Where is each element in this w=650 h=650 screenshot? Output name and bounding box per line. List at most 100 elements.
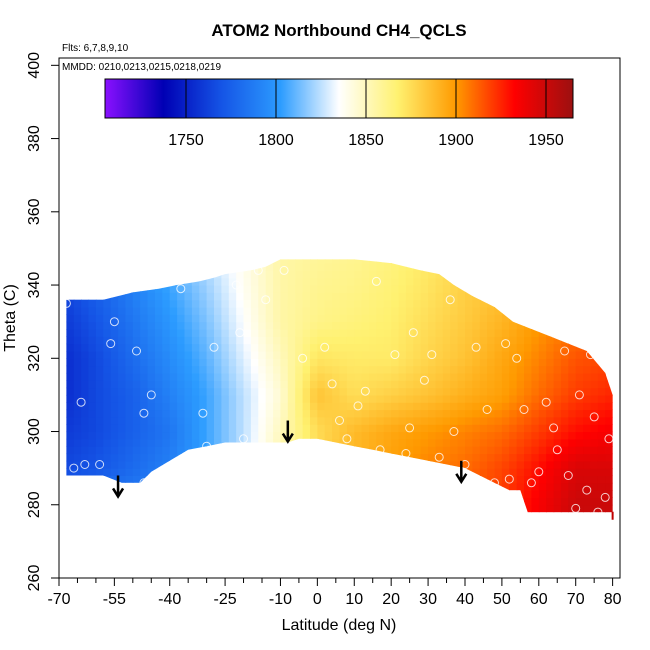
heatmap-cell <box>516 402 525 411</box>
heatmap-cell <box>103 475 112 484</box>
heatmap-cell <box>265 263 274 271</box>
heatmap-cell <box>81 460 90 469</box>
heatmap-cell <box>162 329 171 337</box>
heatmap-cell <box>347 248 355 256</box>
heatmap-cell <box>66 314 67 323</box>
heatmap-cell <box>420 394 429 403</box>
heatmap-cell <box>287 490 296 498</box>
heatmap-cell <box>450 438 459 447</box>
heatmap-cell <box>302 460 311 469</box>
heatmap-cell <box>118 307 127 315</box>
heatmap-cell <box>531 259 540 264</box>
heatmap-cell <box>435 372 444 381</box>
heatmap-cell <box>406 248 414 256</box>
heatmap-cell <box>398 314 407 323</box>
heatmap-cell <box>155 314 163 323</box>
heatmap-cell <box>376 299 385 308</box>
heatmap-cell <box>531 387 540 396</box>
heatmap-cell <box>295 424 304 433</box>
heatmap-cell <box>575 446 584 455</box>
heatmap-cell <box>287 387 296 396</box>
heatmap-cell <box>214 263 222 271</box>
heatmap-cell <box>317 460 326 469</box>
heatmap-cell <box>177 259 186 264</box>
heatmap-cell <box>177 314 186 323</box>
heatmap-cell <box>494 270 503 279</box>
heatmap-cell <box>184 409 193 418</box>
heatmap-cell <box>575 482 584 491</box>
heatmap-cell <box>568 394 577 403</box>
heatmap-cell <box>162 453 171 462</box>
heatmap-cell <box>125 248 133 256</box>
heatmap-cell <box>354 321 363 330</box>
data-point <box>198 408 208 418</box>
heatmap-cell <box>597 453 606 462</box>
heatmap-cell <box>346 292 355 301</box>
heatmap-cell <box>66 248 74 256</box>
heatmap-cell <box>472 512 480 520</box>
heatmap-cell <box>516 431 525 440</box>
heatmap-cell <box>494 277 503 286</box>
heatmap-cell <box>346 351 355 359</box>
heatmap-cell <box>250 453 259 462</box>
heatmap-cell <box>590 299 599 308</box>
heatmap-cell <box>442 365 451 374</box>
heatmap-cell <box>560 416 569 425</box>
heatmap-cell <box>398 416 407 425</box>
heatmap-cell <box>369 358 377 367</box>
heatmap-cell <box>155 394 163 403</box>
heatmap-cell <box>221 314 230 323</box>
heatmap-cell <box>450 248 458 256</box>
heatmap-cell <box>605 351 613 359</box>
heatmap-cell <box>295 431 304 440</box>
heatmap-cell <box>413 270 422 279</box>
heatmap-cell <box>250 285 259 293</box>
heatmap-cell <box>59 248 67 256</box>
heatmap-cell <box>354 351 363 359</box>
heatmap-cell <box>295 475 304 484</box>
heatmap-cell <box>398 446 407 455</box>
heatmap-cell <box>516 277 525 286</box>
heatmap-cell <box>96 512 104 520</box>
heatmap-cell <box>509 336 518 345</box>
heatmap-cell <box>110 431 119 440</box>
heatmap-cell <box>110 259 119 264</box>
heatmap-cell <box>376 416 385 425</box>
heatmap-cell <box>199 277 208 286</box>
heatmap-cell <box>531 299 540 308</box>
heatmap-cell <box>148 512 156 520</box>
heatmap-cell <box>509 453 518 462</box>
data-point <box>449 427 459 436</box>
heatmap-cell <box>273 416 282 425</box>
heatmap-cell <box>287 277 296 286</box>
heatmap-cell <box>487 446 496 455</box>
heatmap-cell <box>376 259 385 264</box>
heatmap-cell <box>450 460 459 469</box>
heatmap-cell <box>258 285 267 293</box>
heatmap-cell <box>302 446 311 455</box>
heatmap-cell <box>132 299 141 308</box>
heatmap-cell <box>280 394 289 403</box>
heatmap-cell <box>287 314 296 323</box>
heatmap-cell <box>487 438 496 447</box>
heatmap-cell <box>295 512 303 520</box>
heatmap-cell <box>613 248 621 256</box>
heatmap-cell <box>560 394 569 403</box>
heatmap-cell <box>413 490 422 498</box>
heatmap-cell <box>191 321 200 330</box>
heatmap-cell <box>487 409 496 418</box>
heatmap-cell <box>324 372 333 381</box>
heatmap-cell <box>177 446 186 455</box>
heatmap-cell <box>420 468 429 476</box>
heatmap-cell <box>376 482 385 491</box>
heatmap-cell <box>199 409 208 418</box>
data-point <box>80 460 90 469</box>
heatmap-cell <box>361 259 370 264</box>
y-tick-label: 300 <box>26 418 43 445</box>
heatmap-cell <box>228 351 237 359</box>
heatmap-cell <box>457 416 466 425</box>
heatmap-cell <box>605 314 613 323</box>
heatmap-cell <box>214 270 222 279</box>
heatmap-cell <box>516 468 525 476</box>
heatmap-cell <box>495 248 503 256</box>
